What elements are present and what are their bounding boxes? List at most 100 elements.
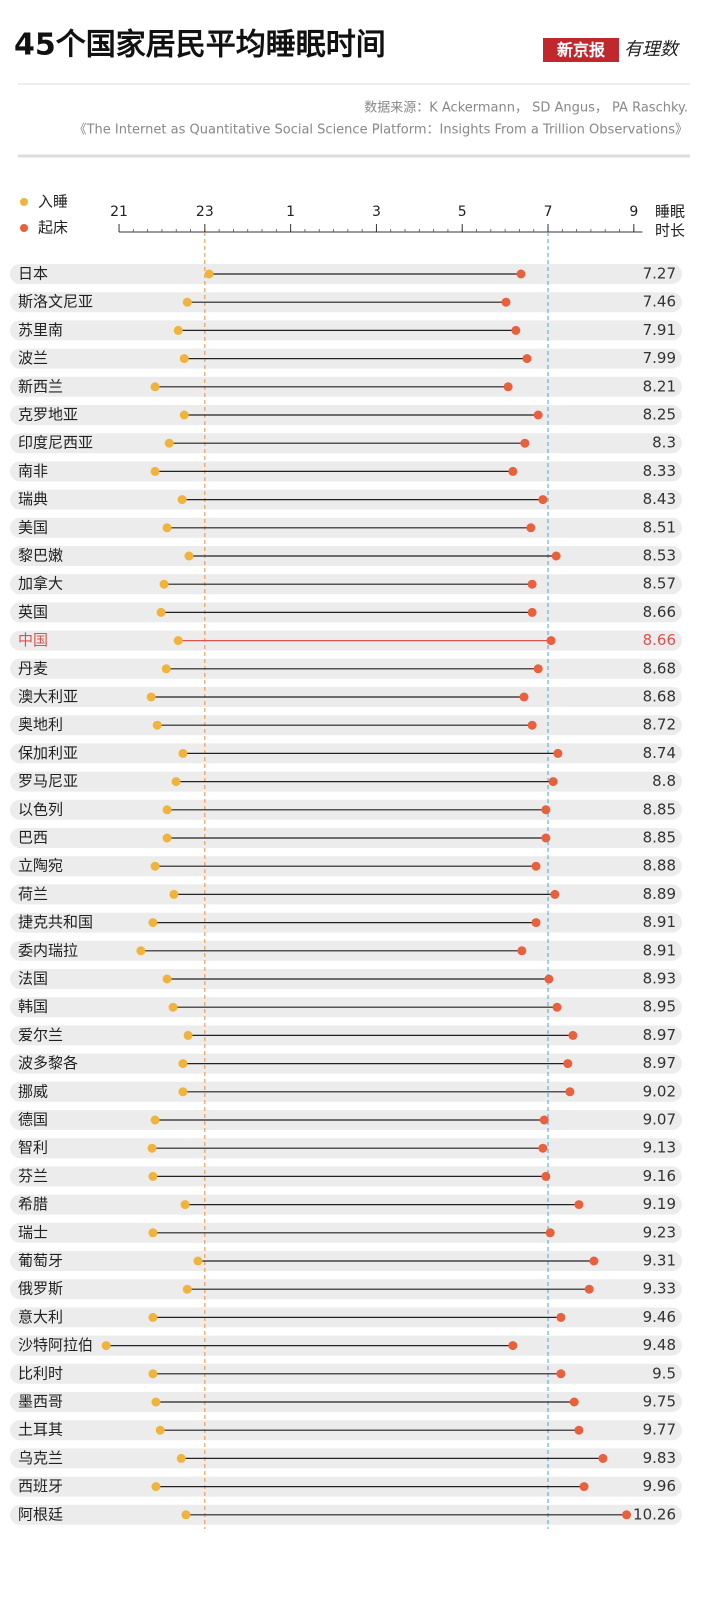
dot — [516, 269, 526, 279]
duration-label: 9.02 — [643, 1082, 676, 1100]
dot — [182, 1284, 192, 1294]
dot — [181, 1510, 191, 1520]
category-label: 比利时 — [18, 1364, 63, 1382]
duration-label: 8.85 — [643, 829, 676, 847]
dot — [544, 974, 554, 984]
duration-label: 9.96 — [643, 1477, 676, 1495]
category-label: 以色列 — [18, 800, 63, 818]
dot — [546, 636, 556, 646]
dot — [569, 1397, 579, 1407]
dot — [148, 918, 158, 928]
dot — [519, 692, 529, 702]
dot — [541, 1171, 551, 1181]
dot — [150, 382, 160, 392]
duration-label: 8.91 — [643, 941, 676, 959]
dot — [171, 777, 181, 787]
category-label: 新西兰 — [18, 377, 63, 395]
dot — [162, 833, 172, 843]
dot — [148, 1228, 158, 1238]
category-label: 南非 — [18, 462, 48, 480]
dot — [533, 664, 543, 674]
legend-marker — [20, 198, 28, 206]
dot — [169, 889, 179, 899]
duration-label: 8.53 — [643, 547, 676, 565]
brand-column: 有理数 — [624, 39, 680, 60]
duration-label: 8.97 — [643, 1054, 676, 1072]
legend-marker — [20, 224, 28, 232]
dot — [150, 466, 160, 476]
category-label: 克罗地亚 — [18, 406, 78, 424]
dot — [563, 1059, 573, 1069]
duration-header: 时长 — [655, 222, 685, 240]
category-label: 保加利亚 — [18, 744, 78, 762]
dot — [147, 1143, 157, 1153]
category-label: 荷兰 — [18, 885, 48, 903]
duration-label: 8.57 — [643, 575, 676, 593]
dot — [162, 523, 172, 533]
dot — [584, 1284, 594, 1294]
dot — [545, 1228, 555, 1238]
duration-label: 9.5 — [652, 1364, 676, 1382]
duration-label: 8.68 — [643, 688, 676, 706]
category-label: 加拿大 — [18, 575, 63, 593]
duration-label: 8.33 — [643, 462, 676, 480]
dot — [179, 354, 189, 364]
x-tick-label: 1 — [286, 204, 295, 220]
category-label: 智利 — [18, 1139, 48, 1157]
category-label: 美国 — [18, 518, 48, 536]
dot — [177, 495, 187, 505]
dot — [184, 551, 194, 561]
dot — [550, 889, 560, 899]
dot — [162, 974, 172, 984]
duration-label: 9.13 — [643, 1139, 676, 1157]
dot — [183, 1030, 193, 1040]
dot — [173, 325, 183, 335]
dot — [150, 1115, 160, 1125]
category-label: 瑞士 — [18, 1223, 48, 1241]
dot — [152, 720, 162, 730]
dot — [574, 1200, 584, 1210]
duration-label: 7.27 — [643, 265, 676, 283]
dot — [162, 805, 172, 815]
category-label: 黎巴嫩 — [18, 547, 63, 565]
dot — [531, 861, 541, 871]
category-label: 土耳其 — [18, 1421, 63, 1439]
dot — [508, 1341, 518, 1351]
duration-label: 9.23 — [643, 1223, 676, 1241]
dot — [511, 325, 521, 335]
dot — [589, 1256, 599, 1266]
duration-label: 8.51 — [643, 518, 676, 536]
category-label: 墨西哥 — [18, 1393, 63, 1411]
category-label: 罗马尼亚 — [18, 772, 78, 790]
dot — [193, 1256, 203, 1266]
category-label: 立陶宛 — [18, 857, 63, 875]
dot — [173, 636, 183, 646]
duration-label: 8.97 — [643, 1026, 676, 1044]
duration-label: 8.91 — [643, 913, 676, 931]
dot — [148, 1369, 158, 1379]
brand-box — [543, 38, 619, 62]
duration-label: 8.74 — [643, 744, 676, 762]
category-label: 斯洛文尼亚 — [18, 293, 93, 311]
duration-label: 9.83 — [643, 1449, 676, 1467]
duration-label: 8.43 — [643, 490, 676, 508]
category-label: 德国 — [18, 1111, 48, 1129]
category-label: 中国 — [18, 631, 48, 649]
x-tick-label: 3 — [372, 204, 381, 220]
dot — [531, 918, 541, 928]
dot — [538, 1143, 548, 1153]
duration-label: 7.91 — [643, 321, 676, 339]
duration-label: 8.88 — [643, 857, 676, 875]
brand-name: 新京报 — [557, 41, 605, 60]
dot — [151, 1397, 161, 1407]
category-label: 苏里南 — [18, 321, 63, 339]
dot — [556, 1312, 566, 1322]
dot — [178, 1087, 188, 1097]
duration-label: 8.8 — [652, 772, 676, 790]
category-label: 法国 — [18, 970, 48, 988]
category-label: 印度尼西亚 — [18, 434, 93, 452]
dot — [146, 692, 156, 702]
dot — [148, 1312, 158, 1322]
category-label: 丹麦 — [18, 659, 48, 677]
dot — [517, 946, 527, 956]
